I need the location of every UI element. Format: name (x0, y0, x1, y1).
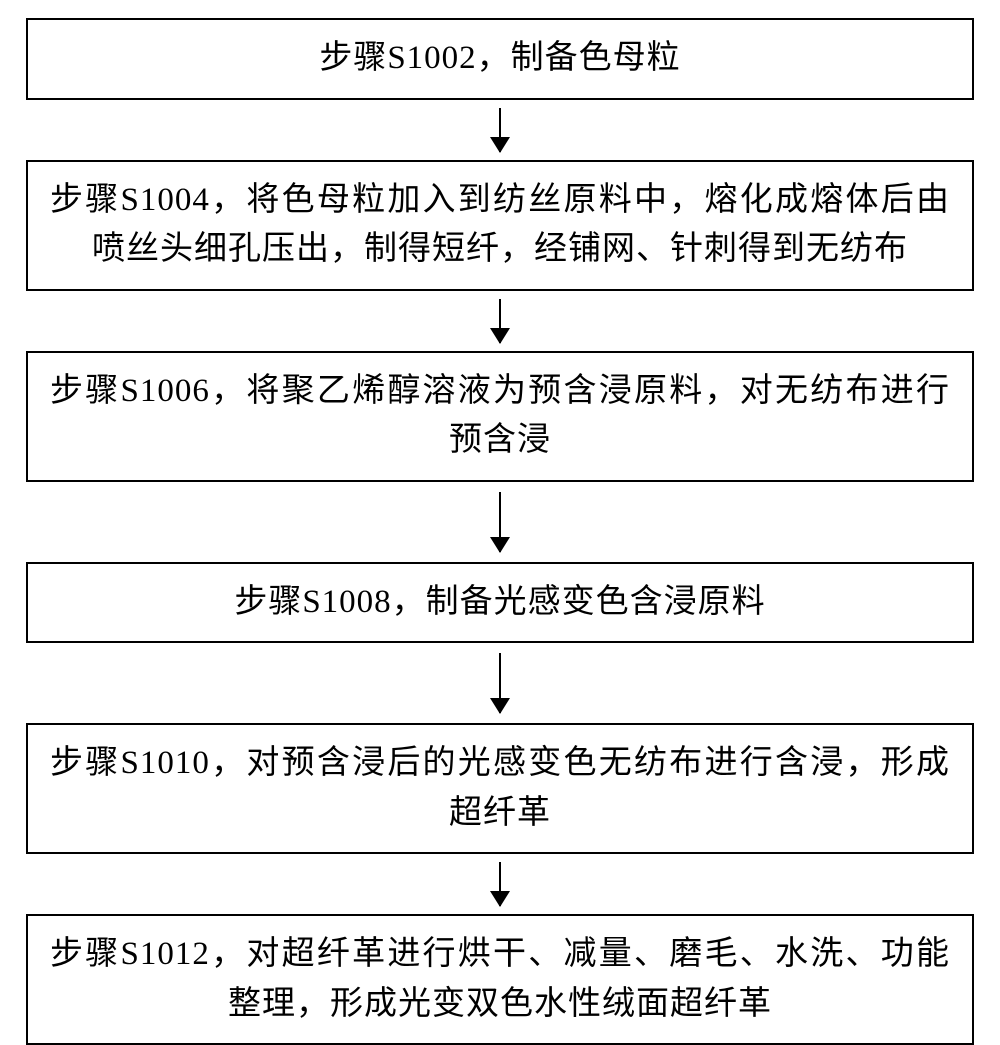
arrow-5 (499, 854, 501, 914)
step-s1012-box: 步骤S1012，对超纤革进行烘干、减量、磨毛、水洗、功能整理，形成光变双色水性绒… (26, 914, 974, 1045)
step-s1002-text: 步骤S1002，制备色母粒 (319, 34, 680, 84)
arrow-1 (499, 100, 501, 160)
step-s1010-text: 步骤S1010，对预含浸后的光感变色无纺布进行含浸，形成超纤革 (50, 739, 950, 838)
step-s1012-text: 步骤S1012，对超纤革进行烘干、减量、磨毛、水洗、功能整理，形成光变双色水性绒… (50, 930, 950, 1029)
arrow-1-line (499, 108, 501, 152)
step-s1006-box: 步骤S1006，将聚乙烯醇溶液为预含浸原料，对无纺布进行预含浸 (26, 351, 974, 482)
flowchart-container: 步骤S1002，制备色母粒 步骤S1004，将色母粒加入到纺丝原料中，熔化成熔体… (26, 18, 974, 1045)
step-s1004-text: 步骤S1004，将色母粒加入到纺丝原料中，熔化成熔体后由喷丝头细孔压出，制得短纤… (50, 176, 950, 275)
step-s1006-text: 步骤S1006，将聚乙烯醇溶液为预含浸原料，对无纺布进行预含浸 (50, 367, 950, 466)
arrow-2 (499, 291, 501, 351)
arrow-3-line (499, 492, 501, 552)
arrow-4 (499, 643, 501, 723)
step-s1010-box: 步骤S1010，对预含浸后的光感变色无纺布进行含浸，形成超纤革 (26, 723, 974, 854)
arrow-2-line (499, 299, 501, 343)
step-s1002-box: 步骤S1002，制备色母粒 (26, 18, 974, 100)
step-s1008-text: 步骤S1008，制备光感变色含浸原料 (234, 578, 765, 628)
step-s1004-box: 步骤S1004，将色母粒加入到纺丝原料中，熔化成熔体后由喷丝头细孔压出，制得短纤… (26, 160, 974, 291)
arrow-5-line (499, 862, 501, 906)
arrow-4-line (499, 653, 501, 713)
step-s1008-box: 步骤S1008，制备光感变色含浸原料 (26, 562, 974, 644)
arrow-3 (499, 482, 501, 562)
